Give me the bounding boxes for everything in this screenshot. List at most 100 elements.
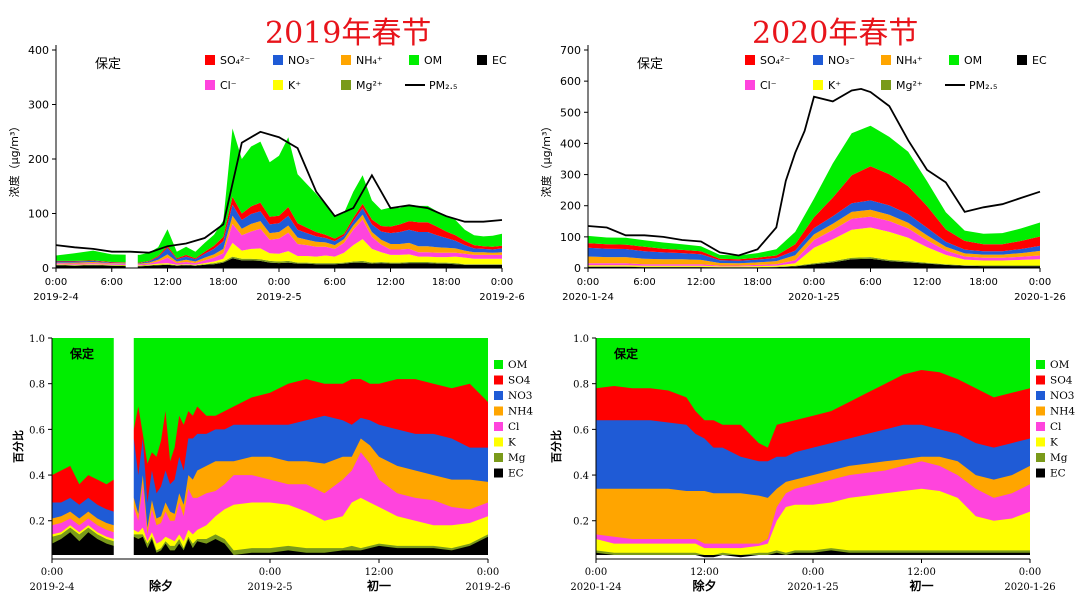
legend-swatch [477, 55, 487, 65]
y-tick-label: 200 [28, 153, 49, 166]
legend-label: Mg [508, 452, 526, 464]
concentration-chart-2020: 0 100 200 300 400 500 600 700 0:00 2020-1-24 6:00 1… [539, 44, 1066, 303]
x-tick-label: 0:00 [1029, 277, 1051, 288]
x-tick-date-label: 2020-1-25 [788, 292, 840, 303]
pm25-line [55, 130, 503, 254]
area-no3 [588, 200, 1040, 264]
legend-swatch [881, 80, 891, 90]
city-label: 保定 [69, 346, 94, 361]
y-tick-label: 500 [560, 106, 581, 119]
legend-label: OM [424, 54, 442, 67]
legend-label: Mg [1050, 452, 1068, 464]
legend-swatch [949, 55, 959, 65]
legend-label: K⁺ [288, 79, 301, 92]
legend-swatch [1036, 453, 1045, 462]
y-tick-label: 0.8 [29, 380, 45, 391]
x-tick-label: 0:00 [259, 567, 281, 578]
concentration-chart-2019: 0 100 200 300 400 0:00 2019-2-4 6:00 12:00 18:00 0… [7, 44, 525, 303]
legend-label: EC [508, 468, 524, 480]
pm25-line [587, 87, 1041, 257]
x-tick-label: 0:00 [45, 277, 67, 288]
x-tick-date-label: 2020-1-26 [1004, 582, 1055, 593]
area-ec [588, 258, 1040, 268]
legend-swatch [1036, 437, 1045, 447]
fraction-chart-2020: 0.2 0.4 0.6 0.8 1.0 0:00 2020-1-24 12:00 0:00 202… [549, 334, 1075, 593]
x-tick-label: 0:00 [1019, 567, 1041, 578]
y-tick-label: 0.8 [573, 380, 589, 391]
legend-label: NO3 [1050, 390, 1074, 402]
legend-label: NH₄⁺ [356, 54, 383, 67]
x-tick-label: 0:00 [491, 277, 513, 288]
legend-label: SO4 [1050, 375, 1073, 387]
legend-swatch [1036, 375, 1045, 385]
legend-swatch [813, 55, 823, 65]
legend-swatch [494, 453, 503, 462]
x-tick-date-label: 2019-2-6 [466, 582, 511, 593]
legend-label: Cl [1050, 421, 1062, 433]
y-tick-label: 400 [28, 44, 49, 57]
legend-label: OM [964, 54, 982, 67]
x-tick-date-label: 2019-2-5 [256, 292, 301, 303]
area-cl [56, 219, 502, 266]
legend-label: OM [1050, 359, 1070, 371]
x-tick-label: 18:00 [969, 277, 998, 288]
x-tick-label: 0:00 [268, 277, 290, 288]
legend-swatch [881, 55, 891, 65]
chart-title-2020: 2020年春节 [752, 16, 919, 51]
legend-swatch [1036, 468, 1045, 478]
city-label: 保定 [613, 346, 638, 361]
legend-swatch [1036, 391, 1045, 400]
y-axis-label: 浓度（μg/m³） [539, 121, 553, 198]
area-nh4 [588, 209, 1040, 266]
legend-swatch [205, 80, 215, 90]
data-gap [125, 50, 138, 268]
y-tick-label: 100 [28, 208, 49, 221]
legend-label: NH₄⁺ [896, 54, 923, 67]
y-tick-label: 700 [560, 44, 581, 57]
legend-swatch [341, 80, 351, 90]
y-tick-label: 400 [560, 137, 581, 150]
legend-swatch [341, 55, 351, 65]
x-tick-label: 18:00 [432, 277, 461, 288]
area-om [56, 128, 502, 263]
x-tick-label: 6:00 [859, 277, 881, 288]
x-tick-date-label: 2020-1-26 [1014, 292, 1066, 303]
legend-label: K [1050, 437, 1058, 449]
area-k [596, 488, 1030, 555]
x-tick-date-label: 2019-2-5 [248, 582, 293, 593]
legend-label: NH4 [1050, 406, 1075, 418]
legend-label: OM [508, 359, 528, 371]
x-tick-label: 0:00 [477, 567, 499, 578]
legend-label: NO3 [508, 390, 532, 402]
x-tick-label: 6:00 [101, 277, 123, 288]
legend-label: SO₄²⁻ [760, 54, 790, 67]
x-tick-label: 0:00 [585, 567, 607, 578]
x-tick-date-label: 2020-1-24 [570, 582, 621, 593]
event-marker-label: 初一 [367, 578, 391, 593]
x-tick-date-label: 2019-2-6 [479, 292, 524, 303]
area-cl [588, 216, 1040, 267]
legend-label: K⁺ [828, 79, 841, 92]
legend-swatch [1036, 406, 1045, 416]
legend-swatch [745, 55, 755, 65]
y-axis-label: 百分比 [11, 430, 25, 463]
area-no3 [56, 204, 502, 264]
area-k [588, 227, 1040, 268]
legend-swatch [1036, 360, 1045, 369]
legend-label: SO₄²⁻ [220, 54, 250, 67]
legend-label: NO₃⁻ [828, 54, 855, 67]
legend-swatch [494, 422, 503, 431]
city-label: 保定 [95, 57, 121, 72]
x-tick-date-label: 2019-2-4 [33, 292, 78, 303]
x-tick-date-label: 2020-1-24 [562, 292, 614, 303]
y-tick-label: 0.6 [29, 425, 45, 436]
x-tick-label: 0:00 [802, 567, 824, 578]
y-tick-label: 200 [560, 200, 581, 213]
fraction-chart-2019: 0.2 0.4 0.6 0.8 1.0 0:00 2019-2-4 0:00 2019-2-5 1… [11, 334, 533, 593]
legend-label: Cl [508, 421, 520, 433]
event-marker-label: 初一 [909, 578, 933, 593]
y-tick-label: 1.0 [573, 334, 589, 345]
x-tick-label: 0:00 [577, 277, 599, 288]
x-tick-label: 0:00 [41, 567, 63, 578]
legend-label: NH4 [508, 406, 533, 418]
